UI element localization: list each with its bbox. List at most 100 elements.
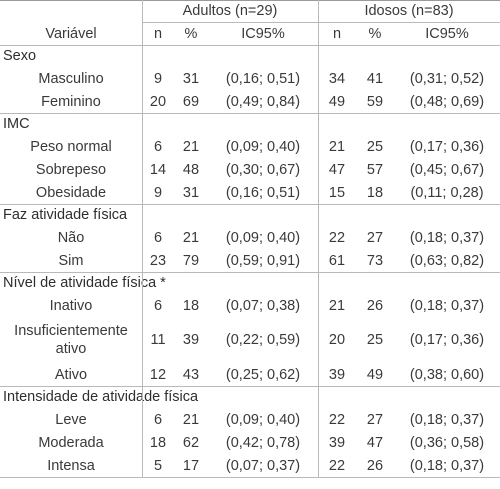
table-row: Inativo 6 18 (0,07; 0,38) 21 26 (0,18; 0,37) [0,294,500,317]
header-group-adults: Adultos (n=29) [182,3,278,19]
adults-n-cell: 14 [149,161,167,178]
section-title: Sexo [3,48,37,64]
row-rule [0,272,500,273]
table-row: Intensa 5 17 (0,07; 0,37) 22 26 (0,18; 0,37) [0,454,500,477]
elderly-n-cell: 22 [328,411,346,428]
row-label: Intensa [47,457,95,474]
row-label-line: Insuficientemente [14,323,128,339]
table-top-rule [0,0,500,1]
header-adults-pct: % [184,25,198,42]
adults-ci-cell: (0,42; 0,78) [225,434,301,451]
elderly-ci-cell: (0,38; 0,60) [409,366,485,383]
table-row: Sim 23 79 (0,59; 0,91) 61 73 (0,63; 0,82) [0,249,500,272]
adults-ci-cell: (0,16; 0,51) [225,184,301,201]
row-rule [0,113,500,114]
adults-pct-cell: 39 [182,332,200,348]
elderly-n-cell: 20 [328,332,346,348]
adults-pct-cell: 17 [182,457,200,474]
adults-pct-cell: 43 [182,366,200,383]
elderly-pct-cell: 25 [366,332,384,348]
section-title: Nível de atividade física * [3,275,166,291]
row-label: Insuficientemente ativo [0,322,142,358]
adults-ci-cell: (0,09; 0,40) [225,229,301,246]
section-row: Nível de atividade física * [0,272,500,294]
section-row: Faz atividade física [0,204,500,226]
elderly-ci-cell: (0,18; 0,37) [409,297,485,314]
elderly-ci-cell: (0,31; 0,52) [409,70,485,87]
elderly-pct-cell: 26 [366,297,384,314]
elderly-pct-cell: 49 [366,366,384,383]
table-row: Ativo 12 43 (0,25; 0,62) 39 49 (0,38; 0,60) [0,363,500,386]
adults-pct-cell: 18 [182,297,200,314]
elderly-pct-cell: 73 [366,252,384,269]
adults-n-cell: 12 [149,366,167,383]
adults-pct-cell: 21 [182,229,200,246]
adults-n-cell: 18 [149,434,167,451]
elderly-n-cell: 39 [328,366,346,383]
table-row: Peso normal 6 21 (0,09; 0,40) 21 25 (0,17; 0,3… [0,135,500,158]
adults-ci-cell: (0,22; 0,59) [225,332,301,348]
elderly-n-cell: 61 [328,252,346,269]
row-label: Inativo [49,297,93,314]
section-row: Sexo [0,45,500,67]
elderly-n-cell: 49 [328,93,346,110]
row-label: Ativo [54,366,88,383]
section-title: Faz atividade física [3,207,128,223]
row-label: Masculino [38,70,104,87]
adults-pct-cell: 31 [182,184,200,201]
elderly-n-cell: 21 [328,297,346,314]
adults-n-cell: 9 [153,70,163,87]
table-row: Feminino 20 69 (0,49; 0,84) 49 59 (0,48; 0,69) [0,90,500,113]
elderly-n-cell: 22 [328,229,346,246]
row-rule [0,45,500,46]
row-label: Sobrepeso [35,161,107,178]
table-body: Sexo Masculino 9 31 (0,16; 0,51) 34 41 (0,31; 0… [0,45,500,477]
elderly-ci-cell: (0,18; 0,37) [409,411,485,428]
elderly-pct-cell: 25 [366,138,384,155]
adults-pct-cell: 21 [182,411,200,428]
adults-ci-cell: (0,09; 0,40) [225,138,301,155]
adults-pct-cell: 21 [182,138,200,155]
row-label: Sim [58,252,84,269]
elderly-ci-cell: (0,36; 0,58) [409,434,485,451]
header-group-underline [142,22,500,23]
data-table: Adultos (n=29) Idosos (n=83) Variável n … [0,0,500,478]
section-title: Intensidade de atividade física [3,389,199,405]
elderly-n-cell: 39 [328,434,346,451]
adults-n-cell: 6 [153,138,163,155]
adults-pct-cell: 69 [182,93,200,110]
elderly-pct-cell: 26 [366,457,384,474]
row-rule [0,204,500,205]
section-title: IMC [3,116,30,132]
elderly-n-cell: 47 [328,161,346,178]
row-label: Feminino [41,93,101,110]
adults-ci-cell: (0,16; 0,51) [225,70,301,87]
adults-ci-cell: (0,25; 0,62) [225,366,301,383]
adults-ci-cell: (0,49; 0,84) [225,93,301,110]
table-row: Obesidade 9 31 (0,16; 0,51) 15 18 (0,11; 0,28) [0,181,500,204]
elderly-ci-cell: (0,18; 0,37) [409,229,485,246]
header-group-row: Adultos (n=29) Idosos (n=83) [0,0,500,22]
elderly-pct-cell: 27 [366,229,384,246]
adults-n-cell: 5 [153,457,163,474]
elderly-pct-cell: 57 [366,161,384,178]
row-label: Leve [55,411,87,428]
elderly-n-cell: 22 [328,457,346,474]
adults-ci-cell: (0,07; 0,38) [225,297,301,314]
adults-pct-cell: 79 [182,252,200,269]
row-rule [0,386,500,387]
header-variable: Variável [45,25,97,42]
adults-n-cell: 6 [153,411,163,428]
table-row: Insuficientemente ativo 11 39 (0,22; 0,59) 20… [0,317,500,363]
adults-pct-cell: 48 [182,161,200,178]
table-row: Leve 6 21 (0,09; 0,40) 22 27 (0,18; 0,37) [0,408,500,431]
table-row: Não 6 21 (0,09; 0,40) 22 27 (0,18; 0,37) [0,226,500,249]
elderly-pct-cell: 47 [366,434,384,451]
row-label-line: ativo [55,341,87,357]
section-row: IMC [0,113,500,135]
header-elderly-n: n [332,25,342,42]
adults-pct-cell: 62 [182,434,200,451]
row-label: Obesidade [35,184,107,201]
elderly-n-cell: 34 [328,70,346,87]
adults-ci-cell: (0,09; 0,40) [225,411,301,428]
